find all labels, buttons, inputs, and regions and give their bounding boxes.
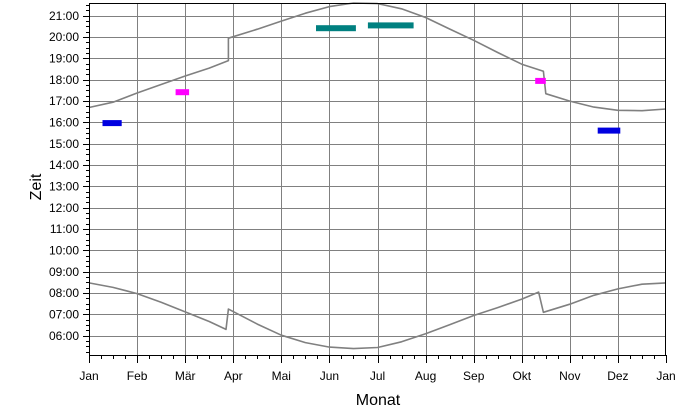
plot-frame	[89, 3, 666, 356]
x-tick-label: Aug	[415, 369, 436, 383]
cluster-mark-teal	[367, 22, 414, 29]
cluster-mark-blue	[597, 127, 621, 134]
y-tick-label: 09:00	[49, 265, 79, 279]
y-tick-label: 20:00	[49, 30, 79, 44]
x-axis-title: Monat	[356, 392, 401, 409]
y-tick-label: 17:00	[49, 94, 79, 108]
y-tick-label: 07:00	[49, 308, 79, 322]
y-tick-label: 21:00	[49, 9, 79, 23]
x-tick-label: Dez	[607, 369, 628, 383]
x-tick-label: Feb	[127, 369, 148, 383]
x-tick-label: Mai	[272, 369, 291, 383]
y-tick-label: 19:00	[49, 52, 79, 66]
y-tick-label: 13:00	[49, 180, 79, 194]
x-tick-label: Nov	[559, 369, 580, 383]
tick-marks	[83, 5, 667, 363]
x-tick-label: Okt	[512, 369, 531, 383]
y-tick-label: 14:00	[49, 158, 79, 172]
axes	[89, 3, 666, 356]
x-tick-label: Jun	[320, 369, 339, 383]
event-clusters	[102, 22, 621, 134]
cluster-mark-blue	[102, 120, 122, 127]
y-tick-label: 16:00	[49, 116, 79, 130]
y-tick-label: 10:00	[49, 244, 79, 258]
y-tick-label: 06:00	[49, 329, 79, 343]
y-tick-label: 08:00	[49, 286, 79, 300]
cluster-mark-magenta	[175, 89, 190, 96]
x-tick-label: Sep	[463, 369, 485, 383]
x-tick-label: Jan	[656, 369, 675, 383]
y-tick-label: 18:00	[49, 73, 79, 87]
y-axis-title: Zeit	[28, 173, 45, 200]
x-tick-label: Jan	[79, 369, 98, 383]
y-tick-label: 15:00	[49, 137, 79, 151]
x-tick-label: Mär	[175, 369, 196, 383]
y-tick-label: 12:00	[49, 201, 79, 215]
y-tick-label: 11:00	[50, 222, 79, 236]
x-tick-label: Jul	[370, 369, 385, 383]
x-tick-label: Apr	[224, 369, 243, 383]
sunrise-curve	[88, 282, 667, 350]
tick-labels: Jan Feb Mär Apr Mai Jun Jul Aug Sep Okt Nov Dez Jan 0…	[49, 9, 676, 383]
cluster-mark-magenta	[535, 77, 546, 84]
cluster-mark-teal	[316, 25, 356, 32]
